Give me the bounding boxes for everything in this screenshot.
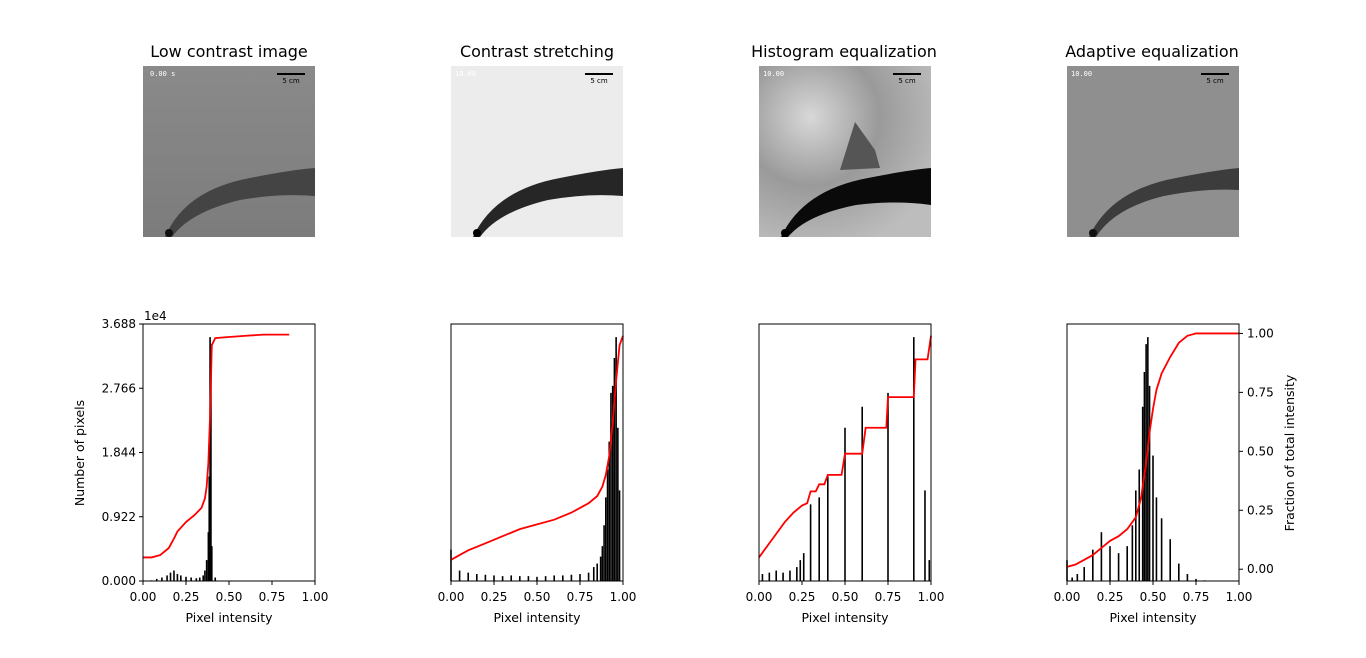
image-timestamp: 10.00 (763, 70, 784, 78)
y2-tick-label: 0.50 (1247, 444, 1274, 458)
x-tick-label: 0.25 (173, 590, 200, 604)
y2-tick-label: 0.75 (1247, 385, 1274, 399)
x-tick-label: 0.75 (259, 590, 286, 604)
plume-shape (1089, 168, 1239, 237)
image-timestamp: 0.00 s (150, 70, 175, 78)
image-panel-4: Adaptive equalization 10.00 5 cm (1065, 42, 1239, 237)
nozzle-dot (473, 229, 481, 237)
x-tick-label: 0.50 (832, 590, 859, 604)
x-tick-label: 0.25 (789, 590, 816, 604)
panel-title-4: Adaptive equalization (1065, 42, 1239, 61)
x-axis-label: Pixel intensity (493, 610, 581, 625)
x-tick-label: 1.00 (610, 590, 637, 604)
scale-label: 5 cm (898, 77, 916, 85)
y2-tick-label: 1.00 (1247, 326, 1274, 340)
cdf-line (450, 335, 624, 561)
axes-frame (450, 323, 624, 582)
histogram-axes-4: 0.00 0.25 0.50 0.75 1.00 Pixel intensity 0.00 0… (1054, 323, 1274, 625)
x-tick-label: 1.00 (918, 590, 945, 604)
x-tick-label: 0.75 (567, 590, 594, 604)
y-axis-label-right: Fraction of total intensity (1282, 374, 1297, 531)
x-axis-label: Pixel intensity (185, 610, 273, 625)
x-tick-label: 0.75 (875, 590, 902, 604)
x-tick-label: 0.50 (216, 590, 243, 604)
x-tick-label: 1.00 (1226, 590, 1253, 604)
cdf-line (758, 335, 932, 558)
stretched-image (451, 66, 623, 237)
y2-tick-label: 0.00 (1247, 562, 1274, 576)
y2-tick-label: 0.25 (1247, 503, 1274, 517)
x-tick-label: 0.50 (1140, 590, 1167, 604)
cdf-line (1066, 332, 1239, 568)
nozzle-dot (165, 229, 173, 237)
x-tick-label: 0.00 (746, 590, 773, 604)
x-tick-label: 0.00 (1054, 590, 1081, 604)
x-axis-label: Pixel intensity (1109, 610, 1197, 625)
dark-region (840, 122, 880, 170)
panel-title-2: Contrast stretching (460, 42, 614, 61)
scale-bar (277, 73, 305, 75)
scale-bar (1201, 73, 1229, 75)
image-panel-3: Histogram equalization 10.00 5 cm (751, 42, 937, 237)
adaptive-image (1067, 66, 1239, 237)
scale-label: 5 cm (1206, 77, 1224, 85)
nozzle-dot (781, 229, 789, 237)
y-tick-label: 3.688 (102, 317, 136, 331)
histogram-axes-1: 0.00 0.25 0.50 0.75 1.00 Pixel intensity 0.000… (102, 317, 329, 625)
image-timestamp: 10.00 (1071, 70, 1092, 78)
x-tick-label: 0.25 (1097, 590, 1124, 604)
cdf-line (143, 333, 290, 559)
x-axis-label: Pixel intensity (801, 610, 889, 625)
x-tick-label: 0.00 (130, 590, 157, 604)
histogram-axes-2: 0.00 0.25 0.50 0.75 1.00 Pixel intensity (438, 323, 637, 625)
scale-label: 5 cm (590, 77, 608, 85)
panel-title-3: Histogram equalization (751, 42, 937, 61)
histogram-axes-3: 0.00 0.25 0.50 0.75 1.00 Pixel intensity (746, 323, 945, 625)
y-tick-label: 0.922 (102, 510, 136, 524)
y-axis-label-left: Number of pixels (72, 400, 87, 506)
scale-bar (585, 73, 613, 75)
x-tick-label: 0.50 (524, 590, 551, 604)
image-timestamp: 10.00 (455, 70, 476, 78)
y-offset-label: 1e4 (144, 309, 167, 323)
axes-frame (142, 323, 316, 582)
x-tick-label: 1.00 (302, 590, 329, 604)
equalized-image (759, 66, 931, 237)
x-tick-label: 0.25 (481, 590, 508, 604)
y-tick-label: 1.844 (102, 446, 136, 460)
x-tick-label: 0.00 (438, 590, 465, 604)
nozzle-dot (1089, 229, 1097, 237)
y-tick-label: 0.000 (102, 574, 136, 588)
y-tick-label: 2.766 (102, 381, 136, 395)
low-contrast-image (143, 66, 315, 237)
scale-label: 5 cm (282, 77, 300, 85)
scale-bar (893, 73, 921, 75)
x-tick-label: 0.75 (1183, 590, 1210, 604)
image-panel-1: Low contrast image 0.00 s 5 cm (143, 42, 315, 237)
image-panel-2: Contrast stretching 10.00 5 cm (451, 42, 623, 237)
panel-title-1: Low contrast image (150, 42, 308, 61)
plume-shape (781, 168, 931, 237)
plume-shape (473, 168, 623, 237)
plume-shape (165, 168, 315, 237)
